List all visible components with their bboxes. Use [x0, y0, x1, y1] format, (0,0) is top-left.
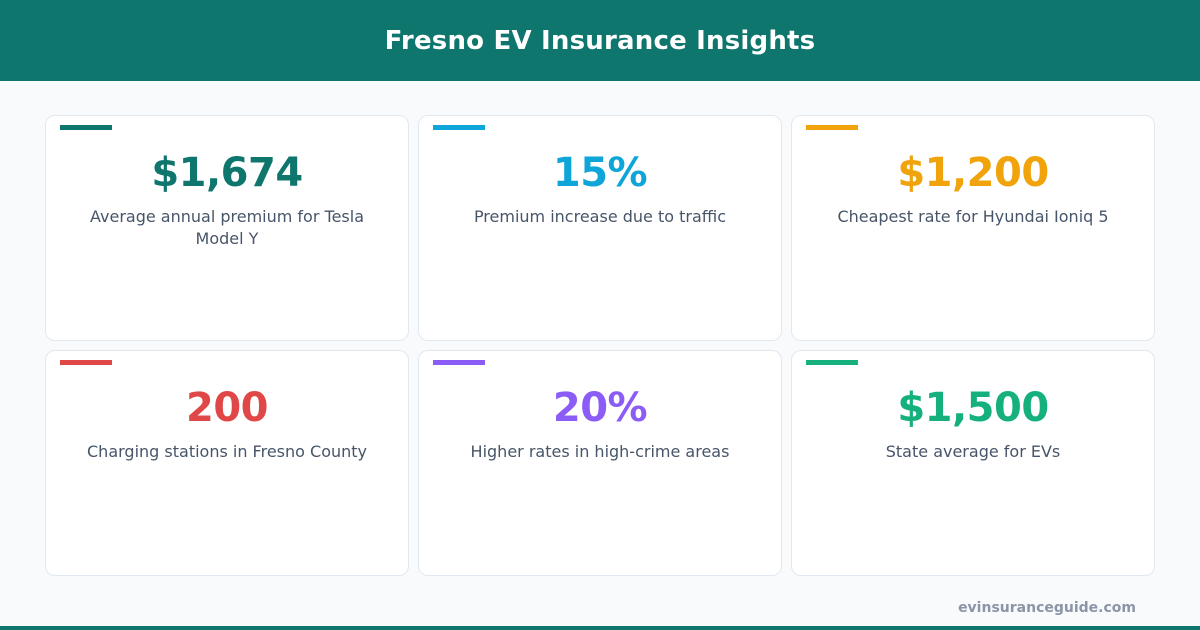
- card-accent-bar: [433, 125, 485, 130]
- stats-grid: $1,674 Average annual premium for Tesla …: [45, 115, 1155, 576]
- stat-label: Charging stations in Fresno County: [87, 442, 367, 461]
- stat-value: 20%: [552, 385, 648, 431]
- card-accent-bar: [60, 360, 112, 365]
- stat-value: $1,500: [897, 385, 1049, 431]
- stat-card-traffic-increase: 15% Premium increase due to traffic: [418, 115, 782, 341]
- stat-card-state-average: $1,500 State average for EVs: [791, 350, 1155, 576]
- page-title: Fresno EV Insurance Insights: [384, 25, 816, 56]
- stat-value: 200: [186, 385, 269, 431]
- stat-value: $1,200: [897, 150, 1049, 196]
- stat-card-tesla-premium: $1,674 Average annual premium for Tesla …: [45, 115, 409, 341]
- stat-value: $1,674: [151, 150, 303, 196]
- stat-value: 15%: [552, 150, 648, 196]
- stat-label: Cheapest rate for Hyundai Ioniq 5: [837, 207, 1109, 226]
- stat-card-high-crime-rates: 20% Higher rates in high-crime areas: [418, 350, 782, 576]
- header-banner: Fresno EV Insurance Insights: [0, 0, 1200, 81]
- card-accent-bar: [806, 360, 858, 365]
- card-accent-bar: [806, 125, 858, 130]
- footer-accent-bar: [0, 626, 1200, 630]
- stat-label: Higher rates in high-crime areas: [470, 442, 730, 461]
- card-accent-bar: [60, 125, 112, 130]
- footer-site-link[interactable]: evinsuranceguide.com: [958, 600, 1136, 616]
- stat-label: Premium increase due to traffic: [473, 207, 727, 226]
- stat-card-charging-stations: 200 Charging stations in Fresno County: [45, 350, 409, 576]
- stat-card-ioniq-rate: $1,200 Cheapest rate for Hyundai Ioniq 5: [791, 115, 1155, 341]
- stat-label: Average annual premium for Tesla Model Y: [90, 207, 364, 248]
- stat-label: State average for EVs: [885, 442, 1061, 461]
- card-accent-bar: [433, 360, 485, 365]
